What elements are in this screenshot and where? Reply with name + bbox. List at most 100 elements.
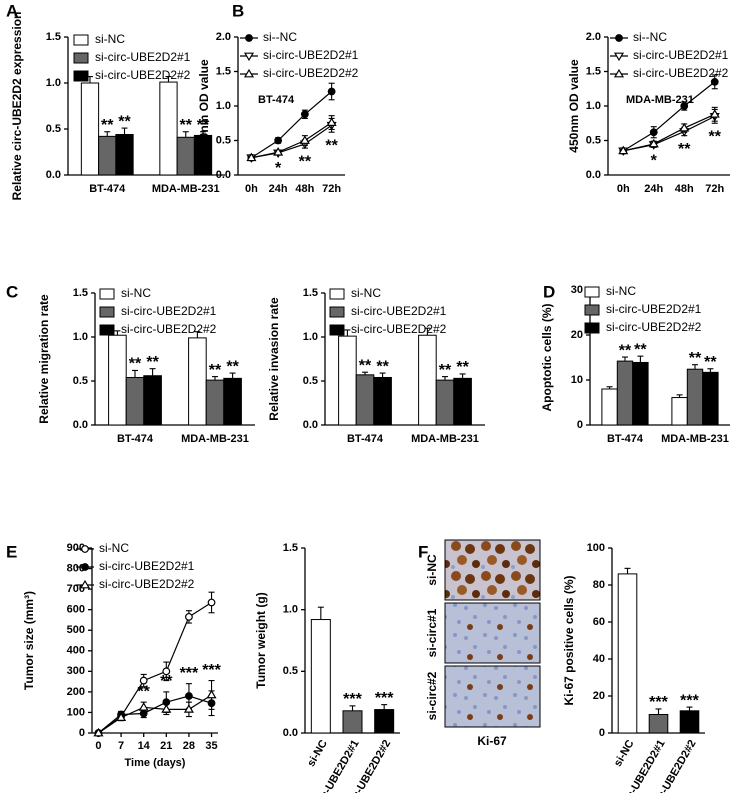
y-tick-label: 20 [571, 329, 583, 341]
panel-label: C [6, 282, 18, 301]
y-tick-label: 0 [599, 727, 605, 739]
x-tick-label: 24h [269, 183, 288, 195]
chart: 0.0 0.5 1.0 1.5 Relative migration rate BT-47… [37, 286, 255, 445]
y-axis-label: Tumor weight (g) [254, 592, 268, 688]
bar [159, 81, 178, 176]
y-axis-label: 450nm OD value [567, 59, 581, 153]
marker [185, 692, 193, 700]
y-tick-label: 0.0 [586, 169, 601, 181]
legend-label: si-circ-UBE2D2#2 [99, 577, 195, 591]
legend-label: si-NC [99, 541, 129, 555]
legend-swatch [584, 322, 600, 334]
y-axis-label: Tumor size (mm³) [22, 591, 36, 690]
ihc-image [444, 539, 541, 601]
significance: ** [325, 137, 338, 154]
y-tick-label: 0.5 [303, 375, 318, 387]
y-tick-label: 1.0 [283, 604, 298, 616]
legend-label: si-circ-UBE2D2#1 [121, 304, 217, 318]
significance: ** [146, 354, 159, 371]
marker [648, 138, 659, 148]
significance: ** [439, 362, 452, 379]
x-tick-label: MDA-MB-231 [181, 433, 249, 445]
line [251, 91, 333, 159]
significance: ** [209, 362, 222, 379]
y-tick-label: 100 [587, 542, 605, 554]
line [98, 694, 212, 734]
x-tick-label: MDA-MB-231 [411, 433, 479, 445]
significance: ** [118, 113, 131, 130]
y-tick-label: 60 [593, 616, 605, 628]
y-tick-label: 10 [571, 374, 583, 386]
legend-swatch [329, 288, 345, 300]
y-tick-label: 1.5 [73, 287, 88, 299]
legend-label: si-circ-UBE2D2#1 [99, 559, 195, 573]
panel-label: E [6, 542, 17, 561]
bar [616, 360, 634, 426]
bar [671, 397, 688, 426]
y-tick-label: 0.5 [216, 134, 231, 146]
legend-marker [81, 563, 89, 571]
bar [143, 375, 162, 426]
x-tick-label: 0h [245, 183, 258, 195]
x-axis-label: Time (days) [125, 757, 186, 769]
x-tick-label: 0h [617, 183, 630, 195]
x-tick-label: 21 [160, 740, 172, 752]
marker [185, 612, 193, 621]
x-tick-label: 48h [675, 183, 694, 195]
significance: *** [343, 691, 362, 708]
y-tick-label: 1.0 [586, 100, 601, 112]
y-tick-label: 2.0 [586, 31, 601, 43]
ihc-caption: Ki-67 [477, 734, 507, 748]
marker [300, 110, 309, 119]
y-tick-label: 30 [571, 284, 583, 296]
significance: * [651, 153, 658, 170]
x-tick-label: 72h [322, 183, 341, 195]
y-axis-label: 450nm OD value [197, 59, 211, 153]
bar [702, 371, 719, 426]
legend-marker [613, 52, 625, 62]
bar [98, 135, 117, 176]
significance: ** [376, 358, 389, 375]
marker [116, 712, 127, 721]
legend-label: si-circ-UBE2D2#2 [95, 68, 191, 82]
ihc-image [444, 665, 541, 728]
chart: 0.0 0.5 1.0 1.5 2.0 450nm OD value MDA-MB-231 0… [567, 30, 730, 195]
y-tick-label: 0 [79, 727, 85, 739]
line [622, 81, 716, 152]
y-tick-label: 1.5 [46, 31, 61, 43]
bar [686, 368, 704, 426]
x-tick-label: BT-474 [607, 433, 644, 445]
marker [93, 727, 104, 737]
y-tick-label: 100 [67, 706, 85, 718]
legend-label: si--NC [633, 30, 667, 44]
legend-swatch [329, 306, 345, 318]
significance: ** [704, 354, 717, 371]
y-tick-label: 20 [593, 690, 605, 702]
legend-label: si-circ-UBE2D2#1 [606, 302, 702, 316]
bar [435, 379, 455, 426]
panel-labels: A B C D E F [6, 1, 555, 561]
legend-swatch [584, 286, 600, 298]
chart: 0.0 0.5 1.0 1.5 Relative circ-UBE2D2 express… [10, 12, 225, 200]
significance: ** [101, 117, 114, 134]
marker [139, 676, 148, 685]
y-tick-label: 0.5 [46, 123, 61, 135]
line [623, 113, 715, 152]
legend-label: si-circ-UBE2D2#1 [95, 50, 191, 64]
legend-swatch [99, 324, 115, 336]
legend-label: si-circ-UBE2D2#1 [263, 48, 359, 62]
bar [115, 134, 134, 176]
significance: ** [197, 117, 210, 134]
marker [207, 598, 216, 607]
significance: *** [180, 665, 199, 682]
significance: ** [456, 359, 469, 376]
significance: ** [634, 341, 647, 358]
marker [274, 136, 283, 145]
marker [273, 147, 284, 156]
y-tick-label: 0.5 [283, 665, 298, 677]
bar [176, 136, 195, 176]
chart: 0 10 20 30 Apoptotic cells (%) BT-474 MDA-MB-2… [540, 284, 730, 445]
chart: 0 20 40 60 80 100 Ki-67 positive cells (%) si-N… [562, 542, 705, 793]
y-tick-label: 40 [593, 653, 605, 665]
